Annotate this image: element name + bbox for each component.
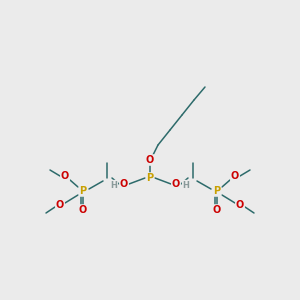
Text: O: O [56, 200, 64, 210]
Text: O: O [146, 155, 154, 165]
Text: P: P [80, 186, 87, 196]
Text: O: O [236, 200, 244, 210]
Text: O: O [231, 171, 239, 181]
Text: P: P [146, 173, 154, 183]
Text: H: H [111, 181, 117, 190]
Text: H: H [183, 181, 189, 190]
Text: O: O [61, 171, 69, 181]
Text: O: O [79, 205, 87, 215]
Text: O: O [172, 179, 180, 189]
Text: P: P [213, 186, 220, 196]
Text: O: O [213, 205, 221, 215]
Text: O: O [120, 179, 128, 189]
